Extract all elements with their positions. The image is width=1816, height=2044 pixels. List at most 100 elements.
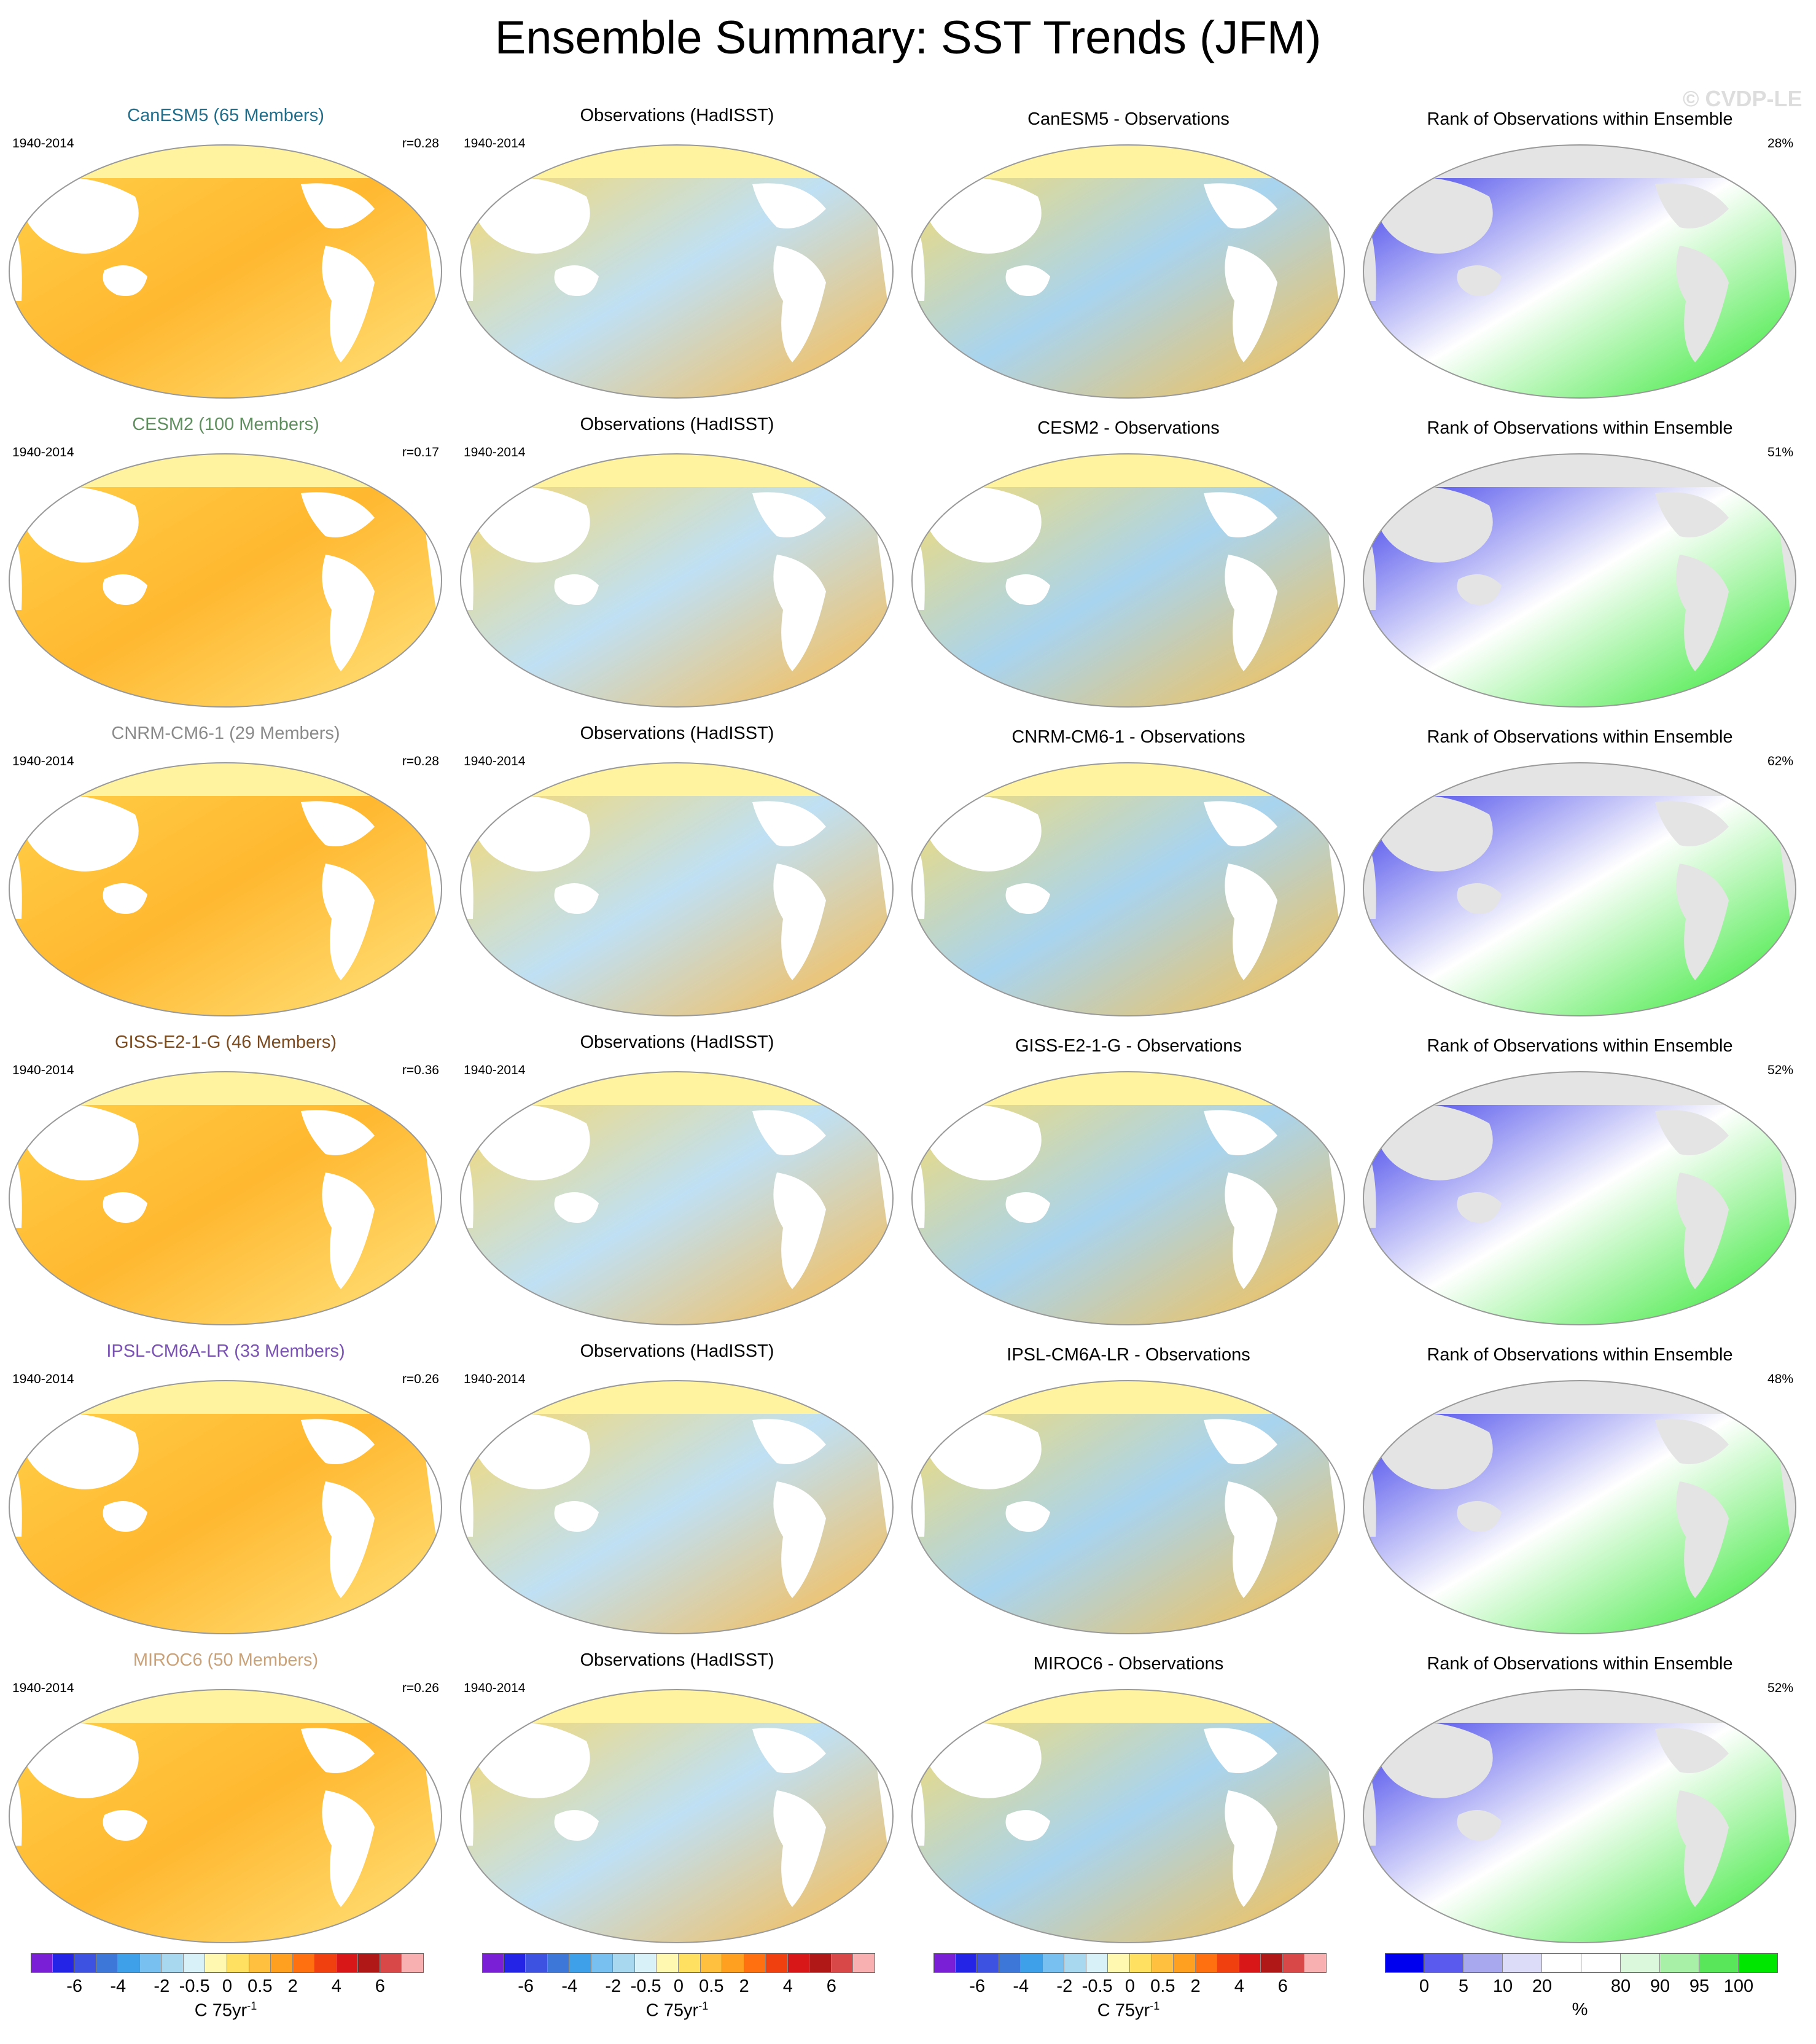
obs-world-map [458,1068,897,1332]
colorbar-swatch [1542,1953,1581,1973]
colorbar-swatch [74,1953,96,1973]
colorbar-outline [482,1953,875,1973]
panel-title: Observations (HadISST) [580,1341,774,1361]
colorbar-swatch [380,1953,402,1973]
colorbar-swatch [1152,1953,1174,1973]
colorbar-swatch [679,1953,701,1973]
colorbar-swatch [766,1953,788,1973]
period-label: 1940-2014 [12,1681,74,1695]
panel-title: CNRM-CM6-1 - Observations [1011,727,1245,747]
colorbar-swatch [1621,1953,1660,1973]
diff-world-map [909,759,1348,1023]
rank-percent-label: 52% [1767,1681,1793,1695]
colorbar-difference: -6 -4 -2 -0.5 0 0.5 2 4 6 C 75yr-1 [903,1953,1354,2039]
obs-map-panel: Observations (HadISST) 1940-2014 [451,402,903,712]
panel-row: IPSL-CM6A-LR (33 Members) 1940-2014 r=0.26… [0,1329,1816,1639]
diff-map-panel: MIROC6 - Observations [903,1638,1354,1948]
diff-world-map [909,1068,1348,1332]
colorbar-tick-label: 0 [1419,1976,1430,1996]
panel-row: CanESM5 (65 Members) 1940-2014 r=0.28 Obse… [0,93,1816,404]
panel-title: MIROC6 - Observations [1033,1654,1224,1674]
colorbar-swatch [183,1953,206,1973]
colorbar-swatch [744,1953,766,1973]
model-world-map [6,450,445,714]
colorbar-swatch [1064,1953,1086,1973]
colorbar-tick-label: 0 [673,1976,684,1996]
obs-map-panel: Observations (HadISST) 1940-2014 [451,1020,903,1330]
colorbar-swatch [1195,1953,1218,1973]
colorbar-swatch [999,1953,1021,1973]
correlation-label: r=0.26 [402,1372,439,1386]
colorbar-swatch [482,1953,504,1973]
period-label: 1940-2014 [12,754,74,768]
colorbar-unit-label: C 75yr-1 [1097,2000,1160,2021]
colorbar-outline [933,1953,1327,1973]
obs-world-map [458,759,897,1023]
correlation-label: r=0.26 [402,1681,439,1695]
colorbar-unit-label: % [1572,2000,1588,2019]
rank-percent-label: 51% [1767,445,1793,459]
colorbar-tick-label: 80 [1610,1976,1631,1996]
colorbar-tick-label: 0 [1124,1976,1136,1996]
panel-title: Observations (HadISST) [580,1032,774,1052]
colorbar-tick-label: -4 [110,1976,127,1996]
colorbar-swatch [118,1953,140,1973]
colorbar-swatch [31,1953,53,1973]
panel-title: Observations (HadISST) [580,106,774,125]
panel-title: CESM2 - Observations [1037,418,1220,438]
model-world-map [6,1068,445,1332]
rank-world-map [1360,1377,1799,1641]
panel-row: CESM2 (100 Members) 1940-2014 r=0.17 Obser… [0,402,1816,712]
colorbar-swatch [96,1953,119,1973]
period-label: 1940-2014 [464,136,526,150]
colorbar-swatch [547,1953,570,1973]
colorbar-swatch [1463,1953,1503,1973]
obs-map-panel: Observations (HadISST) 1940-2014 [451,93,903,404]
panel-title: GISS-E2-1-G (46 Members) [115,1032,337,1052]
colorbar-swatch [1021,1953,1043,1973]
period-label: 1940-2014 [12,1372,74,1386]
period-label: 1940-2014 [464,445,526,459]
colorbar-swatch [977,1953,999,1973]
correlation-label: r=0.36 [402,1063,439,1077]
colorbar-swatch [634,1953,657,1973]
model-map-panel: IPSL-CM6A-LR (33 Members) 1940-2014 r=0.26 [0,1329,451,1639]
colorbar-tick-label: 6 [375,1976,385,1996]
obs-map-panel: Observations (HadISST) 1940-2014 [451,1638,903,1948]
obs-world-map [458,1377,897,1641]
colorbar-swatch [1660,1953,1699,1973]
rank-percent-label: 28% [1767,136,1793,150]
panel-title: Rank of Observations within Ensemble [1427,1654,1733,1674]
panel-title: Observations (HadISST) [580,724,774,743]
colorbar-swatch [504,1953,526,1973]
obs-map-panel: Observations (HadISST) 1940-2014 [451,1329,903,1639]
colorbar-swatch [1217,1953,1239,1973]
panel-row: MIROC6 (50 Members) 1940-2014 r=0.26 Obser… [0,1638,1816,1948]
model-world-map [6,1686,445,1950]
rank-map-panel: Rank of Observations within Ensemble 52% [1354,1020,1806,1330]
diff-map-panel: CanESM5 - Observations [903,93,1354,404]
colorbar-swatch [831,1953,854,1973]
obs-world-map [458,450,897,714]
panel-title: Rank of Observations within Ensemble [1427,727,1733,747]
diff-world-map [909,1377,1348,1641]
correlation-label: r=0.28 [402,754,439,768]
colorbar-swatch [292,1953,315,1973]
colorbar-tick-label: 4 [782,1976,793,1996]
colorbar-swatch [1174,1953,1196,1973]
period-label: 1940-2014 [464,1372,526,1386]
diff-map-panel: CESM2 - Observations [903,402,1354,712]
model-world-map [6,759,445,1023]
colorbar-swatch [526,1953,548,1973]
period-label: 1940-2014 [12,445,74,459]
rank-map-panel: Rank of Observations within Ensemble 48% [1354,1329,1806,1639]
colorbar-tick-label: -2 [605,1976,622,1996]
colorbar-swatch [314,1953,337,1973]
colorbar-tick-label: -2 [154,1976,170,1996]
period-label: 1940-2014 [464,754,526,768]
model-map-panel: CESM2 (100 Members) 1940-2014 r=0.17 [0,402,451,712]
model-map-panel: MIROC6 (50 Members) 1940-2014 r=0.26 [0,1638,451,1948]
period-label: 1940-2014 [464,1063,526,1077]
colorbar-unit-label: C 75yr-1 [645,2000,709,2021]
panel-title: Observations (HadISST) [580,415,774,434]
